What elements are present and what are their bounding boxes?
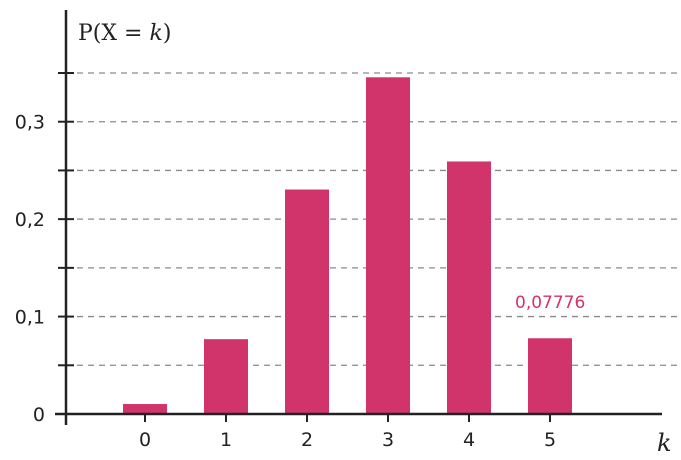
y-ticks: 0 0,1 0,2 0,3 bbox=[15, 72, 74, 426]
x-tick-label: 4 bbox=[463, 429, 475, 451]
y-tick-label: 0,1 bbox=[15, 307, 45, 329]
x-tick-label: 3 bbox=[382, 429, 394, 451]
y-tick-label: 0,3 bbox=[15, 112, 45, 134]
bar-5 bbox=[528, 338, 572, 414]
bar-4 bbox=[447, 161, 491, 414]
y-axis-label-k: k bbox=[149, 21, 162, 46]
x-ticks: 0 1 2 3 4 5 bbox=[139, 414, 556, 451]
bar-0 bbox=[123, 404, 167, 414]
bar-3 bbox=[366, 77, 410, 414]
bar-2 bbox=[285, 189, 329, 414]
x-tick-label: 1 bbox=[220, 429, 232, 451]
grid-lines bbox=[66, 72, 681, 366]
y-tick-label: 0,2 bbox=[15, 209, 45, 231]
x-axis-label: k bbox=[657, 429, 672, 457]
x-tick-label: 2 bbox=[301, 429, 313, 451]
x-tick-label: 5 bbox=[544, 429, 556, 451]
x-tick-label: 0 bbox=[139, 429, 151, 451]
y-axis-label: P(X = k) bbox=[78, 21, 171, 46]
bar-1 bbox=[204, 339, 248, 414]
bars bbox=[123, 77, 572, 414]
axes bbox=[55, 10, 662, 425]
value-annotation: 0,07776 bbox=[515, 293, 585, 313]
y-tick-label: 0 bbox=[33, 404, 45, 426]
